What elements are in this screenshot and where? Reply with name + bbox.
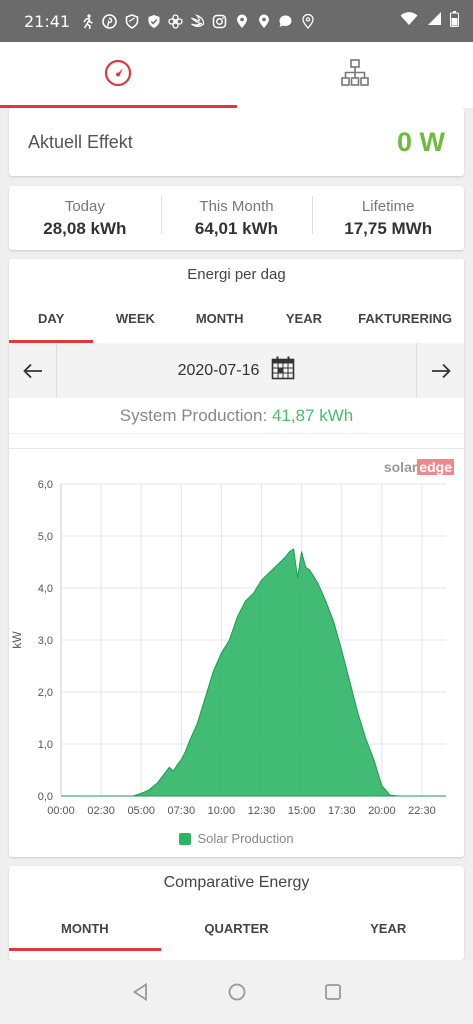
x-tick-label: 10:00: [208, 805, 236, 817]
total-this-month: This Month 64,01 kWh: [160, 195, 313, 239]
location-icon: [256, 14, 271, 29]
arrow-left-icon: [22, 363, 42, 378]
top-tab-bar: [0, 42, 473, 108]
current-power-value: 0 W: [396, 126, 445, 157]
pinterest-icon: [102, 13, 117, 29]
system-production-value: 41,87 kWh: [271, 406, 354, 425]
y-tick-label: 2,0: [38, 687, 53, 699]
y-tick-label: 0,0: [38, 791, 53, 803]
energy-totals-card: Today 28,08 kWh This Month 64,01 kWh Lif…: [9, 186, 464, 250]
power-chart-svg: 0,0 1,0 2,0 3,0 4,0 5,0 6,0 00:00 02:30 05:00 07:3…: [10, 479, 446, 817]
chart-legend[interactable]: Solar Production: [9, 831, 464, 846]
running-icon: [80, 13, 95, 29]
home-button[interactable]: [225, 980, 249, 1004]
total-lifetime: Lifetime 17,75 MWh: [312, 195, 464, 239]
energy-card-title: Energi per dag: [187, 266, 286, 283]
tab-comp-year[interactable]: YEAR: [370, 921, 407, 936]
total-value: 64,01 kWh: [194, 218, 279, 238]
x-tick-label: 15:00: [288, 805, 316, 817]
system-icons: [400, 10, 459, 32]
system-nav-bar: [0, 960, 473, 1024]
instagram-icon: [212, 14, 227, 29]
tab-fakturering[interactable]: FAKTURERING: [358, 310, 452, 326]
notification-icons: [80, 13, 315, 29]
current-power-card: Aktuell Effekt 0 W: [9, 108, 464, 176]
tab-comp-month[interactable]: MONTH: [9, 906, 161, 951]
total-label: Today: [64, 197, 105, 215]
battery-icon: [450, 10, 459, 32]
x-tick-label: 22:30: [408, 805, 436, 817]
comparative-energy-card: Comparative Energy MONTH QUARTER YEAR: [9, 866, 464, 960]
y-tick-label: 4,0: [38, 583, 53, 595]
status-time: 21:41: [24, 11, 71, 31]
total-label: Lifetime: [361, 197, 415, 215]
x-tick-label: 12:30: [248, 805, 276, 817]
tab-comp-quarter[interactable]: QUARTER: [204, 921, 269, 936]
selected-date: 2020-07-16: [177, 361, 260, 379]
legend-swatch: [179, 832, 192, 845]
arrow-right-icon: [431, 363, 451, 378]
y-tick-label: 5,0: [38, 531, 53, 543]
energy-chart-card: Energi per dag DAY WEEK MONTH YEAR FAKTU…: [9, 259, 464, 857]
tab-day[interactable]: DAY: [9, 293, 94, 343]
signal-icon: [426, 11, 442, 31]
back-button[interactable]: [129, 980, 153, 1004]
total-today: Today 28,08 kWh: [9, 198, 161, 239]
calendar-icon: [271, 356, 295, 385]
power-chart: solar edge 0,0 1,0 2,0 3,0 4,0 5,0 6,0 00:00 02:3…: [9, 448, 464, 856]
y-axis-label: kW: [10, 631, 24, 649]
fan-icon: [168, 13, 183, 29]
period-tabs: DAY WEEK MONTH YEAR FAKTURERING: [9, 293, 464, 343]
solaredge-logo: solar edge: [383, 459, 454, 475]
x-tick-label: 05:00: [127, 805, 155, 817]
comparative-title: Comparative Energy: [163, 874, 310, 891]
y-tick-label: 1,0: [38, 739, 53, 751]
y-tick-label: 6,0: [38, 479, 53, 491]
layout-tree-icon: [340, 58, 370, 93]
date-navigator: 2020-07-16: [9, 343, 464, 398]
location-outline-icon: [300, 13, 315, 29]
location-icon: [234, 14, 249, 29]
back-icon: [132, 982, 147, 1002]
system-production: System Production: 41,87 kWh: [9, 398, 464, 434]
next-date-button[interactable]: [416, 343, 464, 398]
tab-week[interactable]: WEEK: [115, 310, 155, 326]
tab-dashboard[interactable]: [0, 42, 237, 108]
x-tick-label: 20:00: [368, 805, 396, 817]
previous-date-button[interactable]: [9, 343, 57, 398]
total-value: 28,08 kWh: [43, 218, 127, 238]
shield-icon: [124, 13, 139, 29]
recents-icon: [324, 984, 341, 1000]
solar-production-area: [61, 548, 446, 797]
dashboard-gauge-icon: [103, 58, 133, 93]
recents-button[interactable]: [321, 980, 345, 1004]
y-tick-label: 3,0: [38, 635, 53, 647]
legend-label: Solar Production: [197, 831, 294, 846]
x-tick-label: 00:00: [47, 805, 75, 817]
date-picker[interactable]: 2020-07-16: [57, 343, 416, 398]
total-label: This Month: [199, 197, 274, 215]
tab-layout[interactable]: [237, 42, 473, 108]
x-tick-label: 02:30: [87, 805, 115, 817]
shield-check-icon: [146, 14, 161, 29]
wifi-icon: [400, 11, 418, 31]
swift-icon: [190, 13, 205, 29]
tab-year[interactable]: YEAR: [285, 310, 322, 326]
comparative-period-tabs: MONTH QUARTER YEAR: [9, 906, 464, 951]
system-production-label: System Production:: [119, 406, 268, 425]
tab-month[interactable]: MONTH: [195, 310, 244, 326]
home-icon: [228, 983, 245, 1001]
status-bar: 21:41: [0, 0, 473, 42]
x-tick-label: 07:30: [168, 805, 196, 817]
current-power-label: Aktuell Effekt: [28, 131, 133, 152]
x-tick-label: 17:30: [328, 805, 356, 817]
chat-icon: [278, 14, 293, 29]
total-value: 17,75 MWh: [344, 218, 433, 238]
